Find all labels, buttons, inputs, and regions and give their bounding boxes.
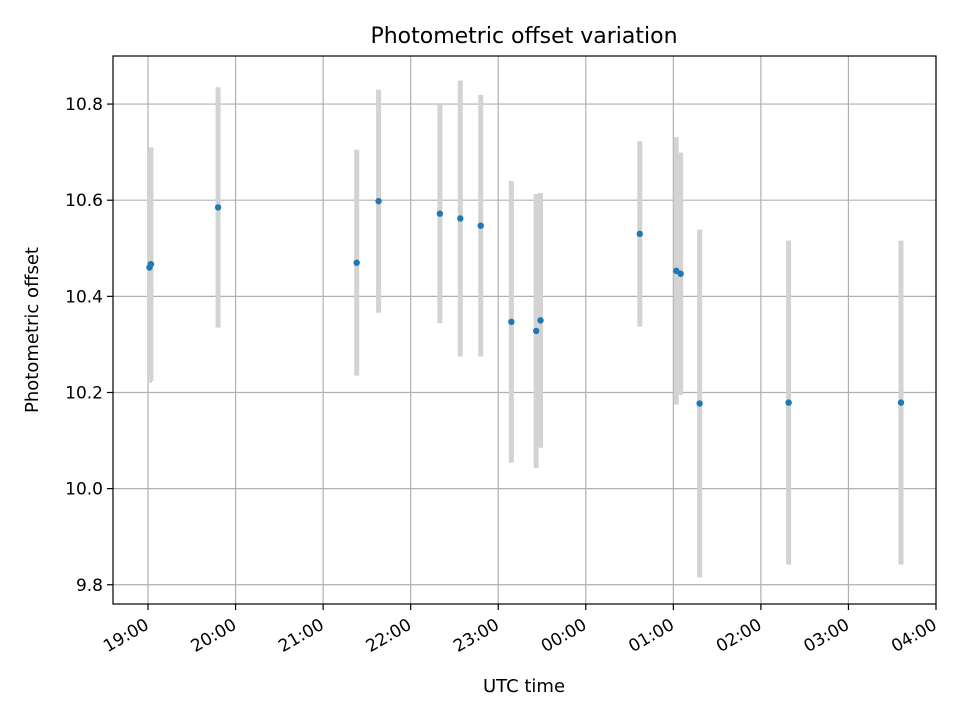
data-point xyxy=(785,399,792,406)
data-point xyxy=(537,317,544,324)
y-axis-label: Photometric offset xyxy=(22,247,43,413)
y-tick-label: 10.0 xyxy=(65,480,103,500)
y-axis-ticks: 9.8 10.0 10.2 10.4 10.6 10.8 xyxy=(65,95,113,596)
plot-area-frame xyxy=(112,55,937,605)
data-point xyxy=(436,210,444,217)
data-point xyxy=(214,204,222,211)
data-point xyxy=(375,197,382,205)
data-point xyxy=(677,270,684,277)
x-axis-label: UTC time xyxy=(483,676,565,697)
data-point xyxy=(353,259,360,266)
y-tick-label: 9.8 xyxy=(76,576,103,596)
data-point xyxy=(508,318,515,326)
data-point xyxy=(147,260,155,268)
data-point xyxy=(532,327,540,335)
data-point xyxy=(477,222,484,229)
y-tick-label: 10.6 xyxy=(65,191,103,211)
y-tick-label: 10.4 xyxy=(65,287,103,307)
data-point xyxy=(897,399,905,406)
data-points xyxy=(146,197,905,407)
y-tick-label: 10.2 xyxy=(65,383,103,403)
data-point xyxy=(696,400,703,407)
chart-title: Photometric offset variation xyxy=(370,24,677,49)
y-tick-label: 10.8 xyxy=(65,95,103,115)
data-point xyxy=(457,215,464,222)
data-point xyxy=(636,230,643,238)
